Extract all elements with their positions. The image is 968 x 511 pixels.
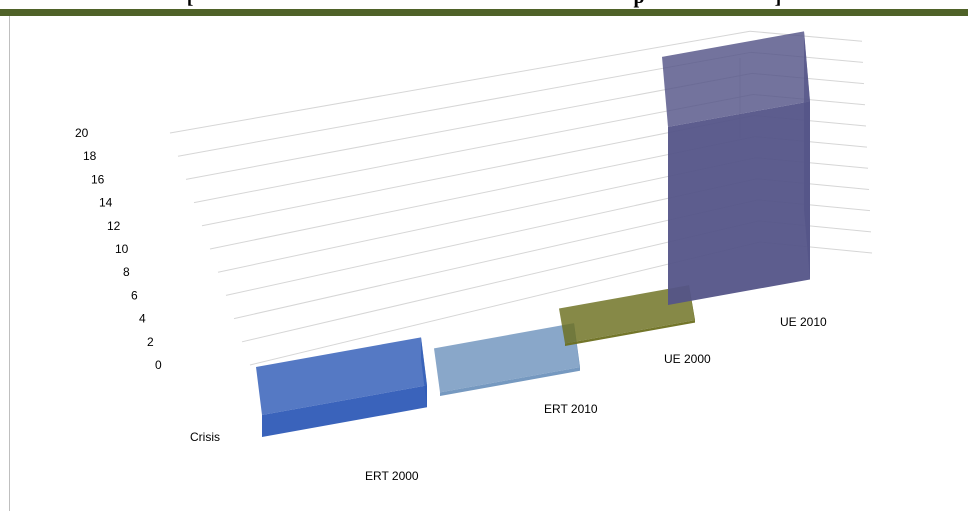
bar-ert-2000 [256,337,427,437]
y-tick-20: 20 [75,126,89,140]
category-label-ue-2010: UE 2010 [780,315,827,329]
bars [256,31,810,437]
header-rule [0,9,968,16]
bar-ert-2010 [434,323,580,396]
bar-top-face [559,285,695,344]
y-tick-8: 8 [123,265,130,279]
gridline-18 [177,51,752,157]
bar-front-face [440,367,580,396]
category-labels: ERT 2000 ERT 2010 UE 2000 UE 2010 [365,315,827,483]
gridline-14 [193,93,754,204]
gridline-20 [169,30,751,134]
gridline-10 [209,136,756,250]
bar-front-face [668,101,810,305]
y-tick-10: 10 [115,242,129,256]
y-tick-14: 14 [99,196,113,210]
y-tick-6: 6 [131,288,138,302]
category-label-ert-2010: ERT 2010 [544,402,598,416]
left-border [9,16,10,511]
gridline-8 [217,157,757,273]
bar-side-face [421,337,427,408]
bar-ue-2010 [662,31,810,305]
title-close-bracket: ] [775,0,782,8]
bar-top-face [434,323,580,393]
sidewall-gridline-20 [749,30,863,42]
clipped-title: [ p ] [0,0,968,9]
bar-top-face [662,31,810,127]
gridline-12 [201,115,755,227]
bar-side-face [804,31,810,280]
bar-front-face [565,320,695,346]
y-tick-2: 2 [147,335,154,349]
bar-top-face [256,337,427,416]
y-tick-18: 18 [83,149,97,163]
gridline-16 [185,72,753,180]
y-tick-12: 12 [107,219,121,233]
series-label-crisis: Crisis [190,430,220,444]
category-label-ert-2000: ERT 2000 [365,469,419,483]
y-tick-4: 4 [139,312,146,326]
bar-front-face [262,385,427,437]
y-tick-0: 0 [155,358,162,372]
y-tick-16: 16 [91,172,105,186]
header-band: [ p ] [0,0,968,16]
category-label-ue-2000: UE 2000 [664,352,711,366]
title-open-bracket: [ [187,0,194,8]
title-fragment-p: p [633,0,644,8]
